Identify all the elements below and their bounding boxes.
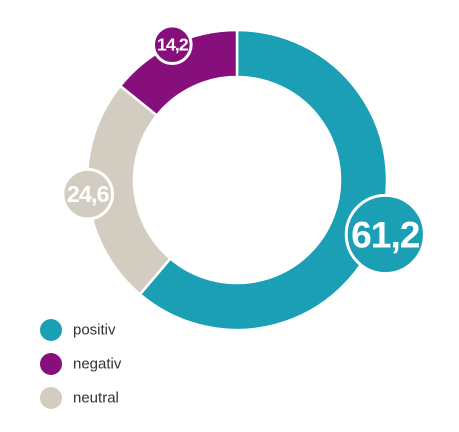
data-label: 14,2 — [157, 35, 189, 55]
data-label: 24,6 — [67, 181, 110, 207]
data-label: 61,2 — [351, 213, 420, 255]
label-badge — [61, 167, 114, 221]
legend-label: neutral — [73, 390, 119, 407]
legend-swatch — [40, 387, 62, 409]
donut-segment — [138, 28, 389, 332]
legend-label: positiv — [73, 322, 116, 339]
legend-swatch — [40, 319, 62, 341]
donut-segment — [118, 28, 239, 118]
legend-label: negativ — [73, 356, 122, 373]
legend-swatch — [40, 353, 62, 375]
label-badge — [151, 24, 193, 66]
label-badge — [344, 193, 426, 276]
